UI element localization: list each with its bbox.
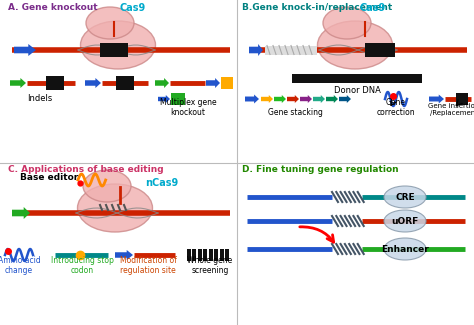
Polygon shape xyxy=(115,250,133,260)
Bar xyxy=(187,249,191,261)
Text: D. Fine tuning gene regulation: D. Fine tuning gene regulation xyxy=(242,165,399,174)
Polygon shape xyxy=(85,78,101,88)
Text: CRE: CRE xyxy=(395,192,415,202)
Bar xyxy=(46,76,64,90)
Ellipse shape xyxy=(83,170,131,202)
Bar xyxy=(171,93,185,105)
Polygon shape xyxy=(429,95,444,103)
Ellipse shape xyxy=(318,21,392,69)
Polygon shape xyxy=(14,44,36,56)
Bar xyxy=(221,77,233,89)
Bar xyxy=(226,249,229,261)
Polygon shape xyxy=(10,78,26,88)
Bar xyxy=(198,249,202,261)
Polygon shape xyxy=(245,95,259,103)
Bar xyxy=(365,43,395,57)
Bar xyxy=(203,249,208,261)
Text: Indels: Indels xyxy=(27,94,53,103)
Polygon shape xyxy=(261,95,273,103)
Ellipse shape xyxy=(323,7,371,39)
Polygon shape xyxy=(206,78,220,88)
Ellipse shape xyxy=(78,184,153,232)
Text: C. Applications of base editing: C. Applications of base editing xyxy=(8,165,164,174)
Text: Amino acid
change: Amino acid change xyxy=(0,255,40,275)
Polygon shape xyxy=(326,95,338,103)
Text: Introducing stop
codon: Introducing stop codon xyxy=(51,255,113,275)
Ellipse shape xyxy=(86,7,134,39)
Ellipse shape xyxy=(384,238,426,260)
Ellipse shape xyxy=(384,210,426,232)
Bar xyxy=(456,93,468,105)
Text: nCas9: nCas9 xyxy=(145,178,178,188)
Ellipse shape xyxy=(81,21,155,69)
Text: A. Gene knockout: A. Gene knockout xyxy=(8,3,98,12)
Bar xyxy=(209,249,213,261)
Polygon shape xyxy=(300,95,312,103)
Polygon shape xyxy=(274,95,286,103)
Polygon shape xyxy=(12,207,30,219)
Text: uORF: uORF xyxy=(392,216,419,226)
Text: Base editor: Base editor xyxy=(20,174,78,183)
Polygon shape xyxy=(155,78,169,88)
Polygon shape xyxy=(249,44,263,56)
Text: Cas9: Cas9 xyxy=(360,3,386,13)
Bar xyxy=(265,46,317,55)
Text: Gene insertion
/Replacement: Gene insertion /Replacement xyxy=(428,103,474,116)
Polygon shape xyxy=(313,95,325,103)
Text: Cas9: Cas9 xyxy=(120,3,146,13)
Text: B.Gene knock-in/replacement: B.Gene knock-in/replacement xyxy=(242,3,392,12)
Text: Multiplex gene
knockout: Multiplex gene knockout xyxy=(160,98,216,117)
Bar xyxy=(100,43,128,57)
Polygon shape xyxy=(339,95,351,103)
Text: Enhancer: Enhancer xyxy=(381,244,429,254)
Text: Gene
correction: Gene correction xyxy=(377,98,415,117)
Polygon shape xyxy=(287,95,299,103)
Bar xyxy=(220,249,224,261)
Bar xyxy=(292,73,422,83)
Ellipse shape xyxy=(384,186,426,208)
Text: Donor DNA: Donor DNA xyxy=(334,86,381,95)
Text: Modification of
regulation site: Modification of regulation site xyxy=(119,255,176,275)
Bar xyxy=(192,249,197,261)
Bar xyxy=(116,76,134,90)
Polygon shape xyxy=(158,95,170,103)
Bar xyxy=(215,249,219,261)
Text: Whole gene
screening: Whole gene screening xyxy=(187,255,233,275)
Text: Gene stacking: Gene stacking xyxy=(267,108,322,117)
